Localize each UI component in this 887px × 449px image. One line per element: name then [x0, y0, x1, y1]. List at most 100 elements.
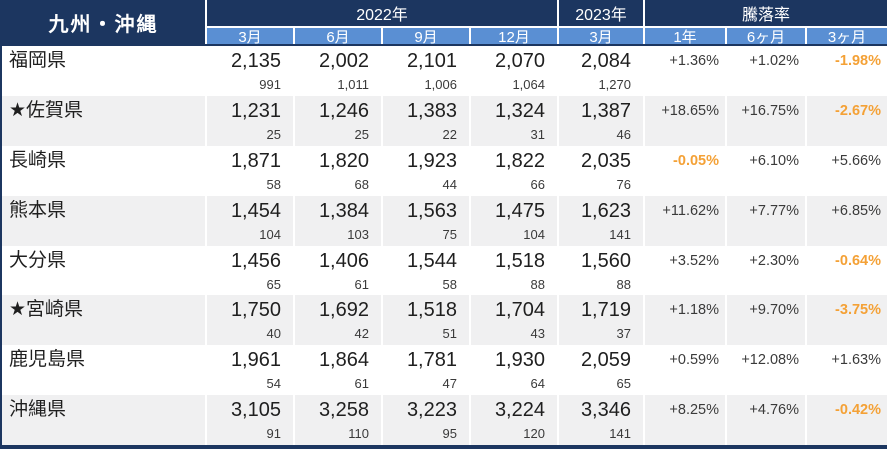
main-value: 1,781	[406, 349, 457, 372]
main-value: 3,105	[230, 399, 281, 422]
main-value: 3,223	[406, 399, 457, 422]
column-group-2022: 2022年	[205, 0, 557, 26]
main-value: 1,518	[494, 249, 545, 272]
prefecture-name: ★佐賀県	[9, 99, 84, 121]
sub-value: 37	[616, 326, 631, 342]
change-value: +8.25%	[669, 402, 719, 419]
change-cell: +1.36%	[643, 46, 725, 96]
sub-value: 1,011	[337, 77, 369, 92]
main-value: 1,719	[580, 299, 631, 322]
prefecture-name: 沖縄県	[9, 399, 67, 421]
change-value: +11.62%	[662, 202, 719, 219]
table-body: 福岡県 2,135 991 2,002 1,011 2,101 1,006 2,…	[2, 46, 887, 445]
value-cell: 1,387 46	[557, 95, 643, 146]
change-value: -1.98%	[835, 53, 881, 69]
change-value: +12.08%	[741, 352, 799, 369]
sub-value: 25	[354, 126, 369, 142]
change-value: +1.02%	[749, 53, 799, 69]
table-row: ★佐賀県 1,231 25 1,246 25 1,383 22 1,324 31…	[2, 95, 887, 146]
main-value: 2,135	[230, 50, 281, 72]
column-header-6month: 6ヶ月	[725, 26, 805, 46]
value-cell: 1,231 25	[205, 95, 293, 146]
column-header-2023-mar: 3月	[557, 26, 643, 46]
change-cell: +0.59%	[643, 345, 725, 396]
value-cell: 1,563 75	[381, 195, 469, 246]
main-value: 3,258	[318, 399, 369, 422]
value-cell: 1,623 141	[557, 195, 643, 246]
value-cell: 2,059 65	[557, 345, 643, 396]
change-value: +1.36%	[669, 53, 719, 69]
sub-value: 42	[354, 326, 369, 342]
sub-value: 64	[530, 376, 545, 392]
column-group-2023: 2023年	[557, 0, 643, 26]
change-value: +2.30%	[749, 252, 799, 269]
change-value: -3.75%	[835, 302, 881, 319]
sub-value: 66	[530, 176, 545, 192]
main-value: 3,346	[580, 399, 631, 422]
value-cell: 1,518 51	[381, 295, 469, 346]
sub-value: 1,270	[598, 77, 631, 92]
value-cell: 3,223 95	[381, 395, 469, 445]
sub-value: 68	[354, 176, 369, 192]
change-cell: +1.02%	[725, 46, 805, 96]
sub-value: 58	[442, 276, 457, 292]
sub-value: 65	[616, 376, 631, 392]
sub-value: 46	[616, 126, 631, 142]
change-cell: +5.66%	[805, 145, 887, 196]
value-cell: 2,084 1,270	[557, 46, 643, 96]
value-cell: 1,750 40	[205, 295, 293, 346]
prefecture-name: 鹿児島県	[9, 349, 86, 371]
main-value: 2,059	[580, 349, 631, 372]
sub-value: 22	[442, 126, 457, 142]
main-value: 1,384	[318, 199, 369, 222]
table-header: 九州・沖縄 2022年 2023年 騰落率 3月 6月 9月 12月 3月 1年…	[2, 0, 887, 46]
sub-value: 103	[347, 226, 369, 242]
main-value: 1,623	[580, 199, 631, 222]
main-value: 2,035	[580, 149, 631, 172]
sub-value: 104	[523, 226, 545, 242]
value-cell: 1,961 54	[205, 345, 293, 396]
column-header-3month: 3ヶ月	[805, 26, 887, 46]
main-value: 1,475	[494, 199, 545, 222]
change-cell: -1.98%	[805, 46, 887, 96]
main-value: 1,704	[494, 299, 545, 322]
change-cell: -0.05%	[643, 145, 725, 196]
change-cell: +18.65%	[643, 95, 725, 146]
change-cell: +7.77%	[725, 195, 805, 246]
sub-value: 141	[609, 426, 631, 442]
change-cell: +3.52%	[643, 245, 725, 296]
sub-value: 43	[530, 326, 545, 342]
value-cell: 1,518 88	[469, 245, 557, 296]
prefecture-name: ★宮崎県	[9, 299, 84, 321]
change-value: +9.70%	[749, 302, 799, 319]
sub-value: 75	[442, 226, 457, 242]
region-title: 九州・沖縄	[48, 13, 159, 36]
change-cell: -3.75%	[805, 295, 887, 346]
value-cell: 1,923 44	[381, 145, 469, 196]
change-value: +16.75%	[741, 102, 799, 119]
value-cell: 2,035 76	[557, 145, 643, 196]
main-value: 1,563	[406, 199, 457, 222]
sub-value: 76	[616, 176, 631, 192]
value-cell: 1,692 42	[293, 295, 381, 346]
value-cell: 3,258 110	[293, 395, 381, 445]
main-value: 1,387	[580, 99, 631, 122]
change-cell: +6.10%	[725, 145, 805, 196]
change-value: +1.63%	[831, 352, 881, 369]
sub-value: 91	[266, 426, 281, 442]
value-cell: 1,384 103	[293, 195, 381, 246]
change-cell: +9.70%	[725, 295, 805, 346]
change-value: -0.42%	[835, 402, 881, 419]
main-value: 1,560	[580, 249, 631, 272]
main-value: 1,406	[318, 249, 369, 272]
sub-value: 47	[442, 376, 457, 392]
sub-value: 95	[442, 426, 457, 442]
change-cell: +16.75%	[725, 95, 805, 146]
value-cell: 1,719 37	[557, 295, 643, 346]
main-value: 1,518	[406, 299, 457, 322]
change-value: +7.77%	[749, 202, 799, 219]
column-header-2022-dec: 12月	[469, 26, 557, 46]
main-value: 1,750	[230, 299, 281, 322]
change-value: +0.59%	[669, 352, 719, 369]
sub-value: 44	[442, 176, 457, 192]
